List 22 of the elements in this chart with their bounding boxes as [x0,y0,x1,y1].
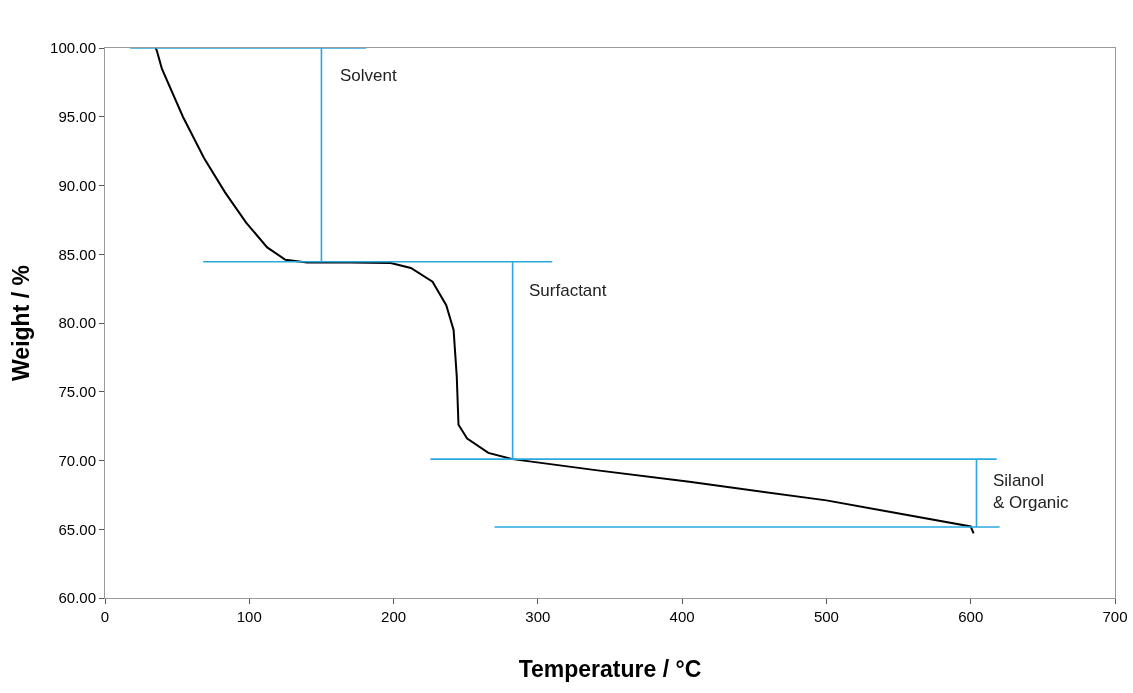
y-tick-label: 80.00 [58,314,96,332]
x-tick-label: 100 [236,608,262,625]
annotation: Solvent [340,66,397,85]
x-axis-title: Temperature / °C [518,656,702,682]
y-tick-label: 95.00 [58,108,96,125]
y-tick-label: 85.00 [58,245,96,263]
x-tick-label: 0 [100,608,110,625]
x-tick-label: 400 [669,608,695,625]
x-tick-label: 500 [813,608,839,625]
x-tick-label: 600 [958,608,984,625]
y-tick-label: 70.00 [58,451,96,469]
annotation: Surfactant [529,281,607,300]
y-tick-label: 60.00 [58,589,96,607]
x-tick-label: 200 [381,608,407,625]
y-tick-label: 65.00 [58,520,96,538]
y-axis-title: Weight / % [7,265,34,381]
x-tick-label: 300 [525,608,551,625]
y-tick-label: 75.00 [58,383,96,400]
annotation: Silanol & Organic [993,471,1070,513]
y-tick-label: 100.00 [50,39,96,57]
y-tick-label: 90.00 [58,176,96,194]
x-tick-label: 700 [1102,608,1128,625]
